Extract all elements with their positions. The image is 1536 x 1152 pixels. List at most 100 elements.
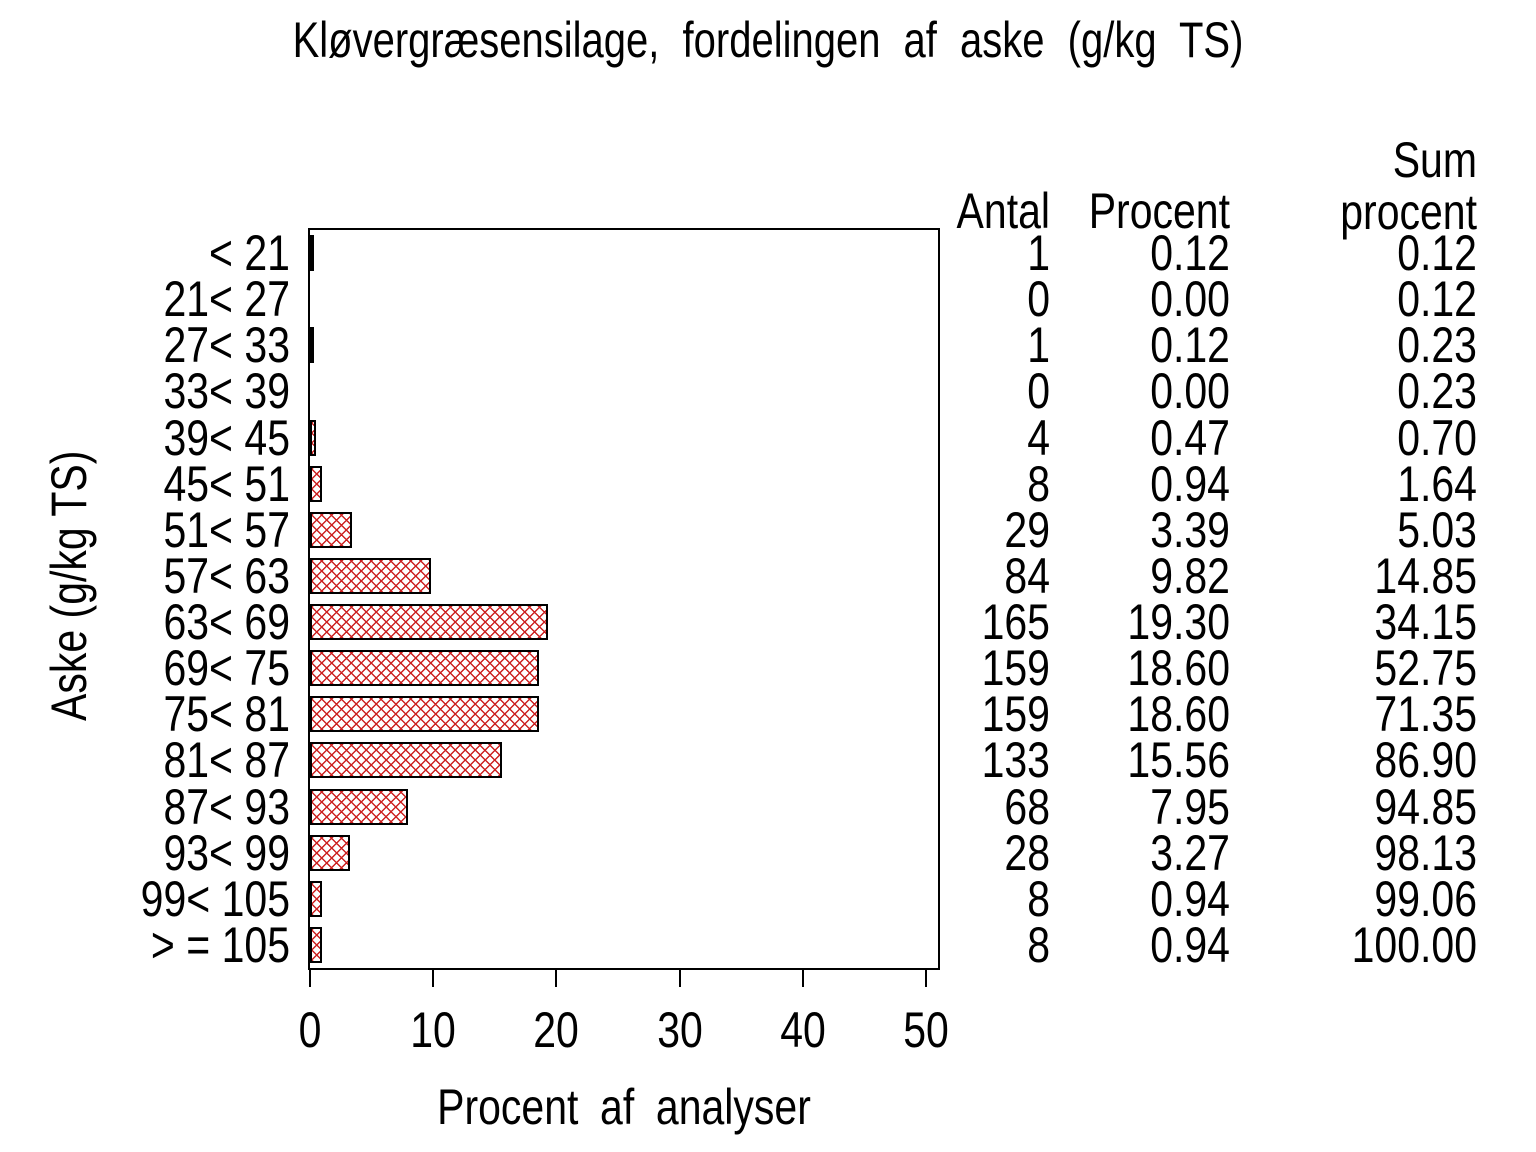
category-label: 21< 27 — [163, 271, 290, 328]
sum-value: 0.12 — [1397, 225, 1477, 282]
bar — [310, 696, 539, 733]
sum-value: 1.64 — [1397, 455, 1477, 512]
col-header-antal: Antal — [956, 183, 1050, 239]
x-tick — [925, 970, 927, 987]
col-header-sum-line2: procent — [1340, 184, 1477, 240]
sum-value: 0.12 — [1397, 271, 1477, 328]
plot-area — [308, 228, 940, 970]
sum-value: 14.85 — [1374, 547, 1477, 604]
sum-value: 0.70 — [1397, 409, 1477, 466]
category-label: 99< 105 — [140, 870, 290, 927]
col-header-sum: Sum procent — [1280, 134, 1477, 238]
category-label: 33< 39 — [163, 363, 290, 420]
sum-value: 99.06 — [1374, 870, 1477, 927]
category-label: 63< 69 — [163, 594, 290, 651]
sum-value: 0.23 — [1397, 363, 1477, 420]
bar — [310, 788, 408, 825]
procent-value: 18.60 — [1127, 686, 1230, 743]
antal-value: 1 — [1027, 317, 1050, 374]
category-label: 93< 99 — [163, 824, 290, 881]
antal-value: 68 — [1004, 778, 1050, 835]
x-tick-label: 30 — [656, 1002, 703, 1058]
antal-value: 4 — [1027, 409, 1050, 466]
bar — [310, 742, 502, 779]
procent-value: 0.00 — [1150, 363, 1230, 420]
sum-value: 5.03 — [1397, 501, 1477, 558]
bar — [310, 419, 316, 456]
procent-value: 18.60 — [1127, 640, 1230, 697]
antal-value: 8 — [1027, 870, 1050, 927]
antal-value: 29 — [1004, 501, 1050, 558]
sum-value: 71.35 — [1374, 686, 1477, 743]
antal-value: 84 — [1004, 547, 1050, 604]
category-label: 45< 51 — [163, 455, 290, 512]
antal-value: 165 — [981, 594, 1050, 651]
category-label: 81< 87 — [163, 732, 290, 789]
bar — [310, 650, 539, 687]
x-tick-label: 20 — [533, 1002, 580, 1058]
x-tick — [555, 970, 558, 987]
antal-value: 0 — [1027, 363, 1050, 420]
procent-value: 0.94 — [1150, 916, 1230, 973]
x-tick — [309, 970, 311, 987]
procent-value: 0.47 — [1150, 409, 1230, 466]
antal-value: 159 — [981, 686, 1050, 743]
x-tick-label: 40 — [779, 1002, 826, 1058]
sum-value: 52.75 — [1374, 640, 1477, 697]
column-sum: 0.12 0.12 0.23 0.23 0.70 1.64 5.03 14.85 34.15 52… — [1237, 225, 1477, 973]
sum-value: 100.00 — [1351, 916, 1477, 973]
antal-value: 0 — [1027, 271, 1050, 328]
sum-value: 86.90 — [1374, 732, 1477, 789]
procent-value: 3.39 — [1150, 501, 1230, 558]
category-label: 75< 81 — [163, 686, 290, 743]
bar — [310, 834, 350, 871]
x-tick-label: 0 — [298, 1002, 322, 1058]
sum-value: 98.13 — [1374, 824, 1477, 881]
antal-value: 28 — [1004, 824, 1050, 881]
procent-value: 3.27 — [1150, 824, 1230, 881]
antal-value: 8 — [1027, 455, 1050, 512]
x-tick-label: 10 — [410, 1002, 456, 1058]
bar — [310, 880, 322, 917]
category-label: 27< 33 — [163, 317, 290, 374]
antal-value: 159 — [981, 640, 1050, 697]
bar — [310, 235, 314, 272]
sum-value: 0.23 — [1397, 317, 1477, 374]
bar — [310, 327, 314, 364]
bar — [310, 557, 431, 594]
procent-value: 0.00 — [1150, 271, 1230, 328]
x-axis-title: Procent af analyser — [437, 1079, 811, 1135]
procent-value: 0.94 — [1150, 455, 1230, 512]
sum-value: 94.85 — [1374, 778, 1477, 835]
x-tick — [432, 970, 435, 987]
procent-value: 0.12 — [1150, 317, 1230, 374]
bar — [310, 926, 322, 963]
column-procent: 0.12 0.00 0.12 0.00 0.47 0.94 3.39 9.82 19.30 18.… — [1010, 225, 1230, 973]
category-label: 87< 93 — [163, 778, 290, 835]
antal-value: 133 — [981, 732, 1050, 789]
category-axis: < 21 21< 27 27< 33 33< 39 39< 45 45< 51 51< 57… — [0, 228, 290, 973]
antal-value: 8 — [1027, 916, 1050, 973]
bar — [310, 604, 548, 641]
col-header-sum-line1: Sum — [1392, 132, 1477, 188]
chart-title: Kløvergræsensilage, fordelingen af aske … — [292, 12, 1244, 68]
antal-value: 1 — [1027, 225, 1050, 282]
category-label: 57< 63 — [163, 547, 290, 604]
procent-value: 0.12 — [1150, 225, 1230, 282]
bar — [310, 465, 322, 502]
category-label: 51< 57 — [163, 501, 290, 558]
category-label: 69< 75 — [163, 640, 290, 697]
sum-value: 34.15 — [1374, 594, 1477, 651]
procent-value: 15.56 — [1127, 732, 1230, 789]
category-label: 39< 45 — [163, 409, 290, 466]
x-tick — [678, 970, 681, 987]
procent-value: 0.94 — [1150, 870, 1230, 927]
column-antal: 1 0 1 0 4 8 29 84 165 159 159 133 68 28 8 8 — [850, 225, 1050, 973]
col-header-procent: Procent — [1088, 183, 1230, 239]
x-tick-label: 50 — [903, 1002, 949, 1058]
procent-value: 9.82 — [1150, 547, 1230, 604]
x-tick — [801, 970, 804, 987]
procent-value: 7.95 — [1150, 778, 1230, 835]
category-label: > = 105 — [150, 916, 290, 973]
